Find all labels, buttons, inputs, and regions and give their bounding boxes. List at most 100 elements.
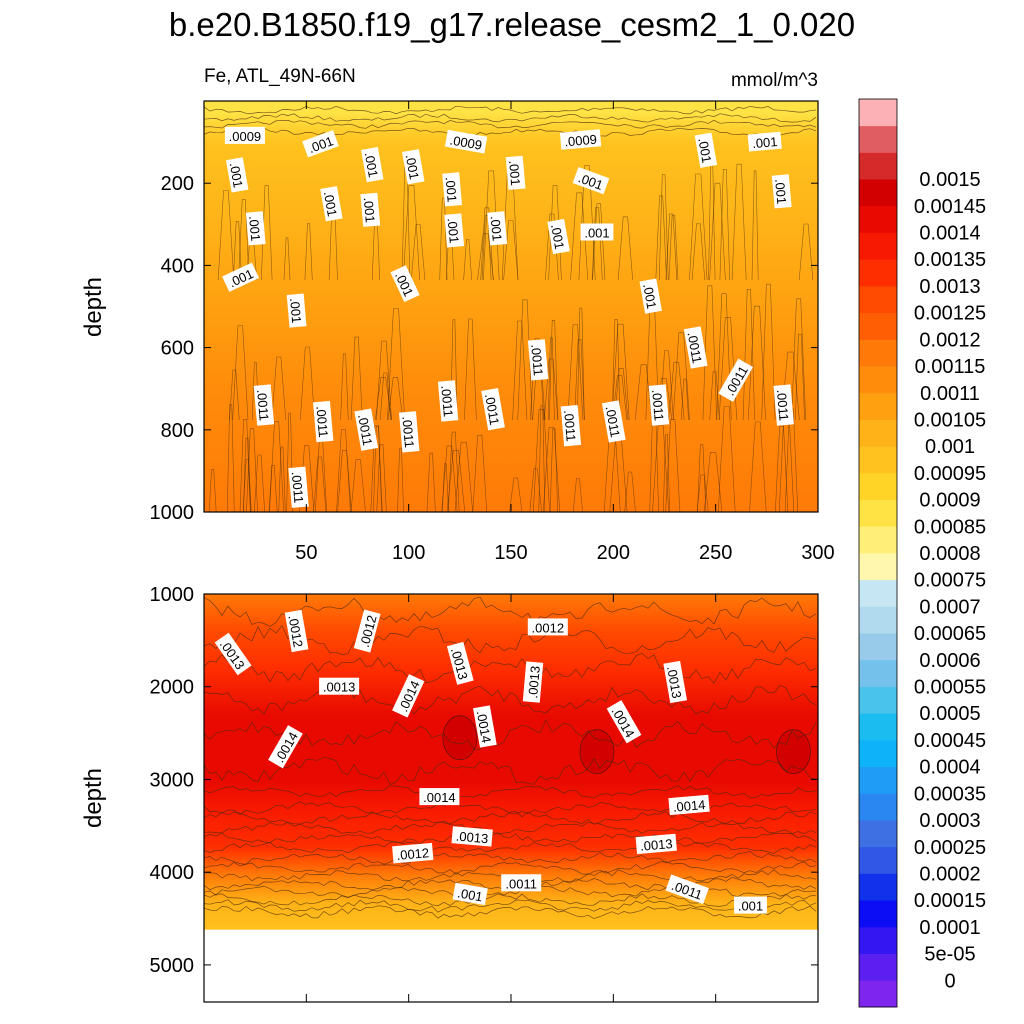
upper-panel: .0009 .001 .001 .001 .0009 .001 .0009 .001 .001.… [80, 100, 835, 564]
lower-y-tick-label: 2000 [150, 677, 195, 699]
upper-contour-spike [742, 289, 755, 421]
label-box [606, 700, 642, 744]
upper-contour-spike [655, 195, 667, 281]
upper-contour-spike [731, 163, 747, 281]
label-box [437, 380, 459, 422]
upper-contour-label: .0011 [398, 411, 420, 453]
colorbar-swatch [859, 900, 897, 928]
upper-contour-spike [313, 456, 327, 513]
label-text: .0012 [532, 620, 565, 635]
lower-contour-line [203, 841, 817, 854]
lower-contour-line [203, 821, 817, 835]
colorbar-label: 0.00095 [914, 463, 986, 485]
label-box [481, 388, 505, 431]
label-box [547, 218, 570, 255]
upper-contour-spike [547, 337, 555, 421]
lower-contour-label: .0012 [284, 609, 309, 653]
label-box [312, 400, 334, 443]
colorbar-swatch [859, 419, 897, 447]
colorbar-label: 0.0003 [919, 810, 980, 832]
colorbar-swatch [859, 472, 897, 500]
label-box [560, 404, 582, 447]
upper-contour-label: .001 [639, 278, 662, 314]
label-text: .001 [362, 151, 381, 179]
colorbar-swatch [859, 766, 897, 794]
upper-contour-label: .001 [320, 186, 343, 222]
label-box [253, 384, 275, 426]
colorbar-label: 0.0013 [919, 276, 980, 298]
colorbar-swatch [859, 980, 897, 1008]
label-box [451, 826, 493, 847]
upper-contour-spike [680, 378, 689, 421]
label-text: .0009 [449, 132, 484, 152]
lower-contour-label: .0014 [473, 705, 497, 748]
lower-contour-line [203, 801, 817, 815]
upper-x-tick-label: 250 [699, 542, 732, 564]
upper-contour-spike [350, 459, 366, 513]
colorbar-label: 0.00135 [914, 249, 986, 271]
upper-contour-label: .0009 [559, 129, 602, 150]
label-box [214, 632, 252, 676]
lower-y-tick-label: 3000 [150, 769, 195, 791]
lower-contour-line [203, 899, 817, 913]
colorbar-label: 0.0005 [919, 703, 980, 725]
upper-contour-label: .0011 [481, 388, 505, 431]
label-text: .0014 [672, 797, 706, 815]
upper-contour-line [203, 119, 817, 129]
colorbar-label: 0.0001 [919, 917, 980, 939]
upper-contour-spike [375, 377, 392, 421]
label-text: .001 [361, 197, 378, 224]
upper-contour-spike [591, 207, 603, 281]
colorbar-swatch [859, 285, 897, 314]
colorbar-swatch [859, 205, 897, 233]
lower-contour-line [203, 719, 817, 750]
colorbar-swatch [859, 579, 897, 607]
colorbar-label: 0.00045 [914, 730, 986, 752]
upper-contour-spike [658, 174, 669, 281]
colorbar-swatch [859, 392, 897, 420]
label-text: .001 [227, 161, 246, 189]
label-box [580, 223, 614, 241]
upper-contour-label: .001 [694, 132, 718, 168]
upper-contour-spike [538, 405, 546, 513]
label-box [319, 677, 360, 695]
colorbar-swatch [859, 793, 897, 821]
lower-contour-line [203, 785, 817, 799]
label-box [446, 641, 474, 685]
label-box [572, 167, 610, 195]
label-box [245, 211, 266, 246]
label-text: .001 [443, 176, 460, 203]
upper-contour-spike [512, 320, 528, 421]
label-box [398, 411, 420, 453]
upper-contour-spike [336, 429, 351, 513]
upper-contour-spike [226, 404, 235, 513]
upper-contour-spike [747, 305, 766, 421]
colorbar-swatch [859, 526, 897, 554]
upper-contour-label: .001 [505, 155, 526, 190]
upper-contour-spike [703, 452, 723, 513]
lower-y-tick-label: 5000 [150, 955, 195, 977]
upper-contour-label: .001 [444, 213, 465, 248]
label-box [694, 132, 718, 168]
upper-contour-label: .001 [402, 149, 425, 185]
colorbar-swatch [859, 125, 897, 153]
upper-contour-spike [549, 320, 558, 421]
upper-contour-line [203, 127, 817, 137]
colorbar-label: 5e-05 [924, 944, 975, 966]
lower-panel: .0013.0012.0012.0012.0013.0013.0013.0013… [80, 584, 819, 1003]
lower-contour-line [203, 756, 817, 785]
lower-contour-line [203, 851, 817, 865]
upper-x-tick-label: 100 [392, 542, 425, 564]
label-text: .001 [548, 223, 567, 251]
upper-contour-spike [702, 285, 717, 421]
colorbar-swatch [859, 926, 897, 954]
label-text: .001 [584, 226, 609, 241]
label-box [747, 131, 782, 152]
upper-y-tick-label: 600 [161, 338, 194, 360]
label-text: .001 [752, 134, 779, 151]
upper-x-tick-label: 50 [295, 542, 317, 564]
upper-contour-label: .0009 [444, 129, 488, 154]
upper-contour-spike [442, 463, 449, 513]
upper-x-tick-label: 200 [597, 542, 630, 564]
upper-contour-spike [439, 197, 448, 281]
